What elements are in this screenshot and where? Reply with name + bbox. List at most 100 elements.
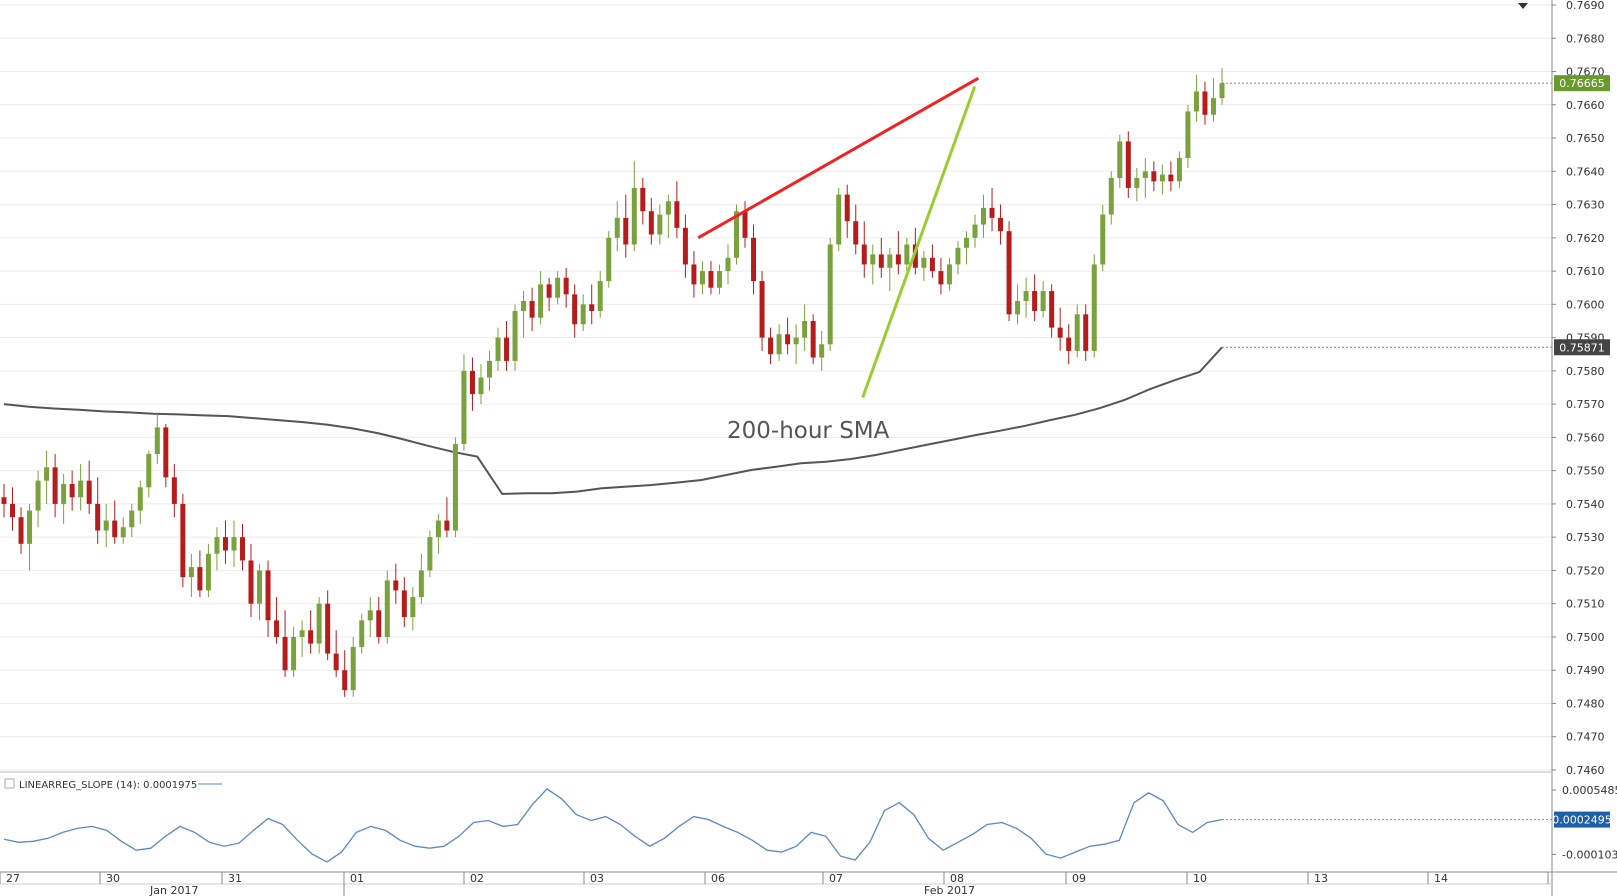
day-label: 09 xyxy=(1072,872,1086,885)
candle-up xyxy=(495,337,501,361)
candle-up xyxy=(555,277,561,298)
candle-up xyxy=(188,567,194,578)
candle-down xyxy=(682,227,688,265)
candle-up xyxy=(606,237,612,282)
candle-up xyxy=(512,311,518,361)
candle-up xyxy=(802,320,808,338)
day-label: 31 xyxy=(228,872,242,885)
candle-up xyxy=(1185,111,1191,158)
candle-up xyxy=(257,570,263,604)
candle-up xyxy=(1142,171,1148,178)
candle-down xyxy=(929,257,935,272)
candle-down xyxy=(265,570,271,621)
candle-down xyxy=(1151,171,1157,182)
candle-up xyxy=(461,370,467,445)
candle-down xyxy=(810,320,816,358)
candle-up xyxy=(870,254,876,265)
day-label: 06 xyxy=(711,872,725,885)
indicator-tick-label: -0.0001033 xyxy=(1562,848,1617,861)
candle-down xyxy=(648,211,654,235)
candle-up xyxy=(1176,158,1182,182)
candle-up xyxy=(435,520,441,538)
month-label: Feb 2017 xyxy=(924,884,975,896)
candle-up xyxy=(44,467,50,481)
price-tick-label: 0.7680 xyxy=(1566,32,1605,45)
candle-up xyxy=(963,237,969,248)
candle-down xyxy=(759,281,765,338)
candle-down xyxy=(1032,291,1038,311)
trendline-resistance xyxy=(697,76,980,240)
candle-up xyxy=(904,244,910,265)
candle-down xyxy=(623,217,629,245)
candle-up xyxy=(1159,174,1165,182)
candle-up xyxy=(725,257,731,272)
candle-up xyxy=(486,360,492,378)
candle-up xyxy=(972,224,978,238)
candle-up xyxy=(887,254,893,268)
candle-down xyxy=(112,520,118,538)
candle-up xyxy=(418,570,424,598)
candle-down xyxy=(1168,174,1174,182)
candle-up xyxy=(1100,214,1106,265)
candles-group xyxy=(1,68,1225,697)
day-label: 03 xyxy=(590,872,604,885)
candle-up xyxy=(120,527,126,538)
trendline-support xyxy=(861,85,977,398)
candle-up xyxy=(631,187,637,245)
day-label: 07 xyxy=(829,872,843,885)
last-price-tag xyxy=(1554,75,1610,92)
candle-down xyxy=(751,237,757,282)
price-axis[interactable]: 0.76900.76800.76700.76600.76500.76400.76… xyxy=(1222,0,1610,896)
candle-down xyxy=(180,503,186,578)
candle-up xyxy=(27,510,33,544)
candle-up xyxy=(793,337,799,345)
candle-down xyxy=(239,537,245,561)
candle-up xyxy=(299,630,305,637)
indicator-tick-label: 0.0005485 xyxy=(1562,784,1617,797)
candle-down xyxy=(163,427,169,478)
candle-down xyxy=(563,277,569,295)
candle-up xyxy=(231,537,237,551)
indicator-label: LINEARREG_SLOPE (14): 0.0001975 xyxy=(19,780,197,791)
candle-up xyxy=(921,257,927,268)
price-tick-label: 0.7530 xyxy=(1566,531,1605,544)
candle-down xyxy=(691,264,697,285)
candle-up xyxy=(819,344,825,358)
candle-down xyxy=(742,211,748,238)
candle-up xyxy=(836,194,842,245)
candle-up xyxy=(716,271,722,288)
candle-down xyxy=(1066,337,1072,351)
sma-price-tag xyxy=(1554,339,1610,356)
candle-up xyxy=(214,537,220,554)
candle-down xyxy=(844,194,850,222)
candle-up xyxy=(699,271,705,285)
price-tick-label: 0.7550 xyxy=(1566,465,1605,478)
candle-down xyxy=(768,337,774,355)
candle-up xyxy=(614,217,620,238)
candle-up xyxy=(1210,98,1216,115)
chevron-down-icon xyxy=(1518,3,1528,9)
candle-down xyxy=(708,271,714,288)
price-tick-label: 0.7610 xyxy=(1566,265,1605,278)
candle-down xyxy=(393,580,399,591)
candle-up xyxy=(827,244,833,345)
candle-down xyxy=(1083,314,1089,351)
month-label: Jan 2017 xyxy=(149,884,198,896)
time-axis[interactable]: 27 30 31 01 02 03 06 07 08 09 10 13 14 Jan 2017 Feb 20… xyxy=(0,871,1617,896)
candle-down xyxy=(274,620,280,637)
candle-down xyxy=(504,337,510,361)
price-tick-label: 0.7660 xyxy=(1566,99,1605,112)
candle-down xyxy=(1125,141,1131,188)
candle-down xyxy=(1,497,7,504)
candle-down xyxy=(989,207,995,218)
candle-down xyxy=(938,271,944,285)
candle-up xyxy=(538,284,544,318)
candle-up xyxy=(291,636,297,671)
candle-down xyxy=(469,370,475,395)
candle-up xyxy=(427,537,433,571)
candle-up xyxy=(981,207,987,225)
candle-down xyxy=(69,483,75,498)
candle-up xyxy=(597,281,603,311)
candle-up xyxy=(1074,314,1080,351)
price-tick-label: 0.7690 xyxy=(1566,0,1605,12)
